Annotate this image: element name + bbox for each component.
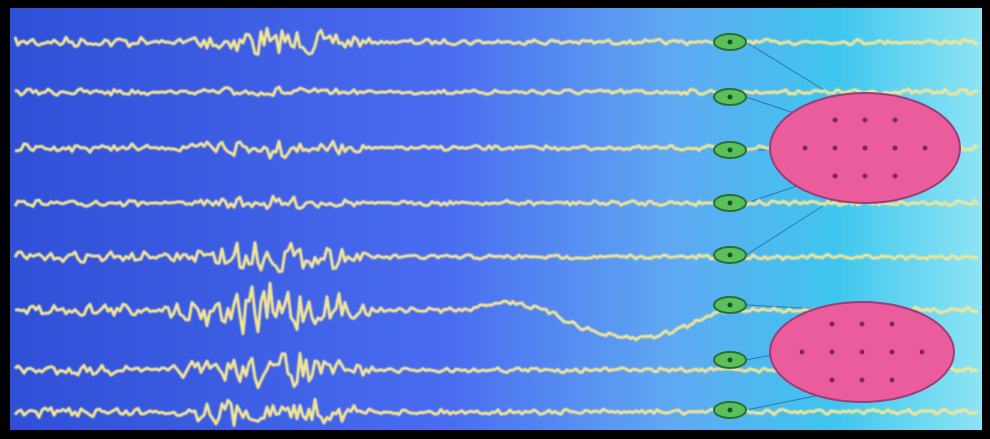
sensor-core [728, 358, 733, 363]
sensor-core [728, 303, 733, 308]
electrode-dot [893, 118, 898, 123]
eeg-illustration [0, 0, 990, 439]
sensor-core [728, 253, 733, 258]
page: (() => { const svg = document.getElement… [0, 0, 990, 439]
electrode-dot [830, 378, 835, 383]
sensor-core [728, 40, 733, 45]
electrode-dot [800, 350, 805, 355]
electrode-dot [833, 146, 838, 151]
electrode-dot [833, 174, 838, 179]
electrode-dot [863, 146, 868, 151]
sensor-core [728, 408, 733, 413]
electrode-dot [830, 350, 835, 355]
electrode-dot [863, 118, 868, 123]
electrode-dot [803, 146, 808, 151]
electrode-dot [890, 322, 895, 327]
electrode-dot [890, 378, 895, 383]
electrode-dot [923, 146, 928, 151]
electrode-dot [893, 146, 898, 151]
electrode-dot [890, 350, 895, 355]
electrode-dot [833, 118, 838, 123]
electrode-dot [860, 378, 865, 383]
sensor-core [728, 95, 733, 100]
electrode-dot [860, 350, 865, 355]
electrode-dot [893, 174, 898, 179]
electrode-dot [860, 322, 865, 327]
electrode-dot [863, 174, 868, 179]
sensor-core [728, 148, 733, 153]
electrode-dot [920, 350, 925, 355]
sensor-core [728, 201, 733, 206]
electrode-dot [830, 322, 835, 327]
